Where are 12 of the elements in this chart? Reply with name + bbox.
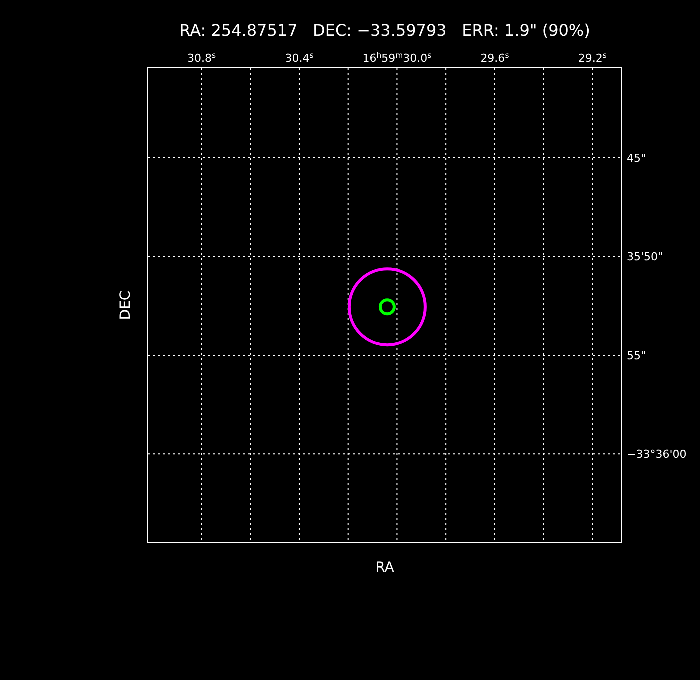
x-axis-title: RA <box>376 560 395 576</box>
x-tick-label: 29.6$^{s}$ <box>480 50 510 65</box>
x-tick-label: 30.8$^{s}$ <box>187 50 216 65</box>
chart-title: RA: 254.87517 DEC: −33.59793 ERR: 1.9" (90%) <box>180 21 590 40</box>
y-tick-label: −33°36'00 <box>627 448 687 462</box>
y-axis-title: DEC <box>118 290 134 320</box>
y-tick-label: 35'50" <box>627 250 664 264</box>
x-tick-label: 30.4$^{s}$ <box>285 50 314 65</box>
x-tick-label: 29.2$^{s}$ <box>578 50 607 65</box>
y-tick-label: 55" <box>627 349 646 362</box>
x-tick-label: 16$^{h}$59$^{m}$30.0$^{s}$ <box>362 50 432 65</box>
y-tick-label: 45" <box>627 152 646 166</box>
